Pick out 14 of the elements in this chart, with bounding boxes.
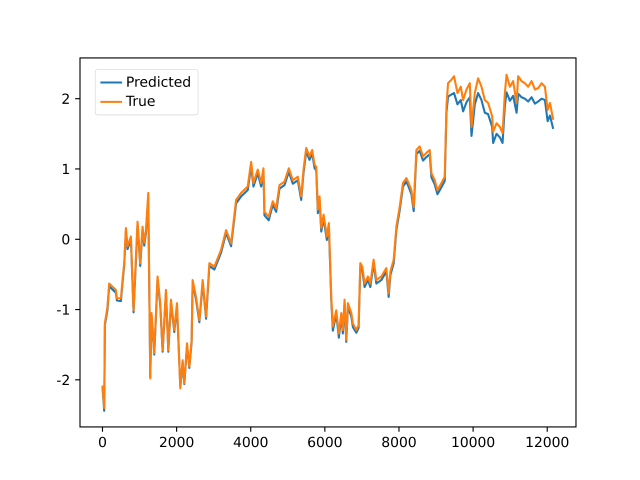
y-tick-label: -2 [57,374,69,385]
x-tick-label: 0 [98,436,106,448]
x-tick-label: 8000 [382,436,416,448]
y-tick-label: 1 [62,164,69,174]
x-tick-label: 12000 [526,436,568,448]
legend-label: True [126,96,155,106]
y-tick-label: 2 [62,94,69,104]
x-tick-label: 10000 [452,436,494,448]
y-tick-label: 0 [62,234,70,245]
x-tick-label: 2000 [160,436,194,448]
x-tick-label: 6000 [308,436,342,448]
y-tick-label: -1 [57,304,69,315]
legend-label: Predicted [127,76,190,87]
x-tick-label: 4000 [234,436,268,448]
